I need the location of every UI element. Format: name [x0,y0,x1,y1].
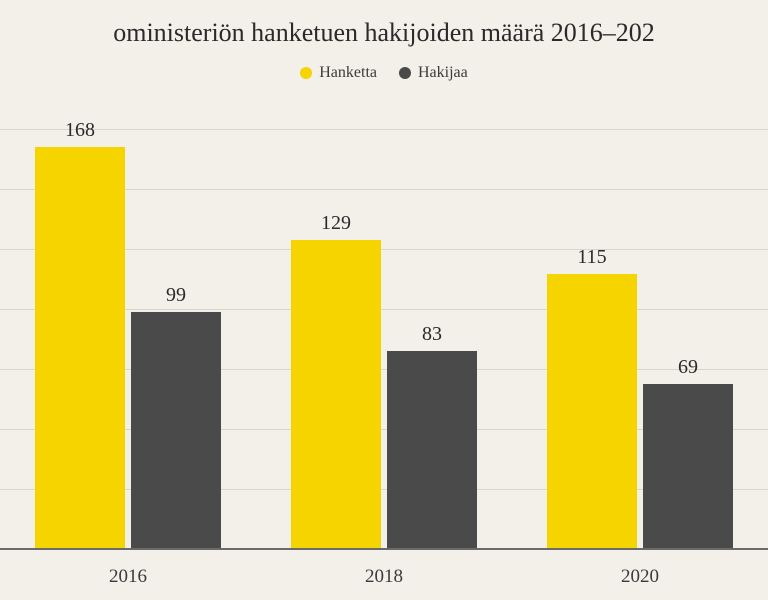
x-label: 2016 [0,566,256,588]
x-axis [0,548,768,550]
group-2016: 168 99 [0,130,256,550]
legend-label-hakijaa: Hakijaa [418,64,468,82]
group-2020: 115 69 [512,130,768,550]
bar-hakijaa-2018: 83 [387,351,477,550]
legend: Hanketta Hakijaa [0,64,768,82]
bar-value: 115 [577,246,606,269]
x-label: 2018 [256,566,512,588]
legend-label-hanketta: Hanketta [319,64,377,82]
chart-title: oministeriön hanketuen hakijoiden määrä … [0,0,768,48]
bar-value: 83 [422,323,442,346]
chart-container: oministeriön hanketuen hakijoiden määrä … [0,0,768,600]
bar-value: 129 [321,212,351,235]
bar-value: 168 [65,119,95,142]
bar-hakijaa-2020: 69 [643,384,733,550]
legend-dot-hakijaa [399,67,411,79]
bar-value: 69 [678,356,698,379]
x-labels: 2016 2018 2020 [0,566,768,588]
bar-hakijaa-2016: 99 [131,312,221,550]
bar-value: 99 [166,284,186,307]
legend-dot-hanketta [300,67,312,79]
bar-hanketta-2020: 115 [547,274,637,550]
bar-groups: 168 99 129 83 115 69 [0,130,768,550]
legend-item-hanketta: Hanketta [300,64,377,82]
group-2018: 129 83 [256,130,512,550]
legend-item-hakijaa: Hakijaa [399,64,468,82]
bar-hanketta-2016: 168 [35,147,125,550]
x-label: 2020 [512,566,768,588]
bar-hanketta-2018: 129 [291,240,381,550]
plot-area: 168 99 129 83 115 69 [0,130,768,550]
